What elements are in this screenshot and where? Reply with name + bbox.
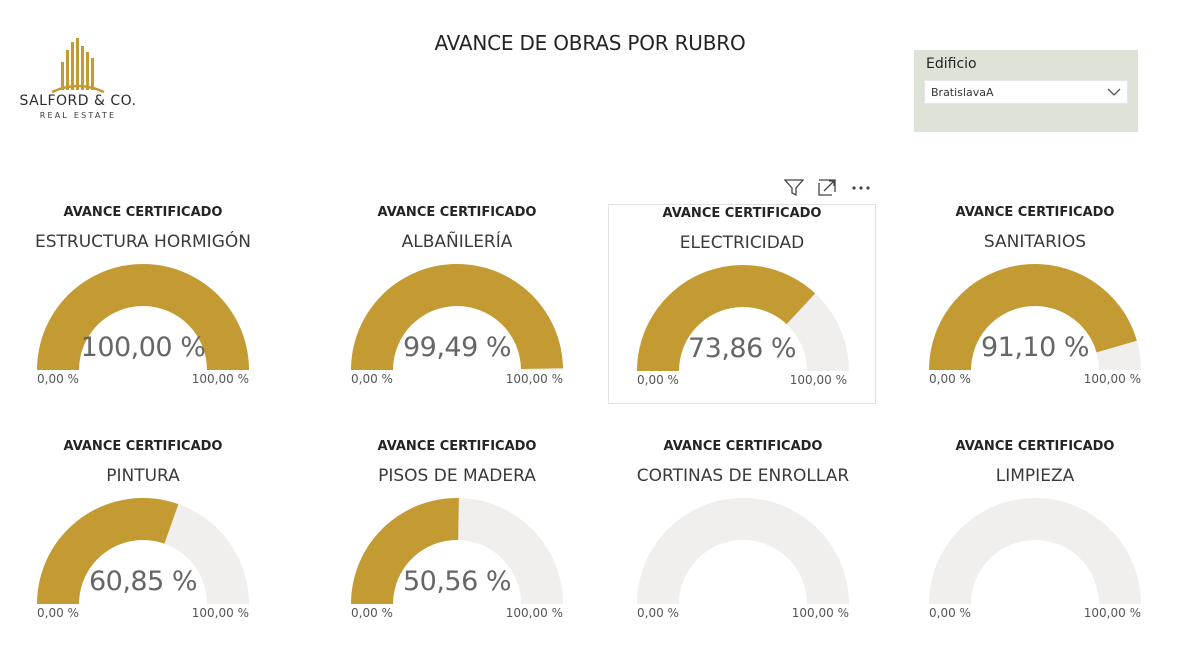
buildings-logo-icon bbox=[51, 38, 105, 94]
gauge-card[interactable]: AVANCE CERTIFICADO PINTURA 60,85 % 0,00 % 10… bbox=[9, 432, 277, 632]
gauge-fill bbox=[351, 498, 459, 604]
gauge-chart bbox=[351, 264, 563, 370]
gauge-track bbox=[637, 498, 849, 604]
gauge-fill bbox=[351, 264, 563, 370]
gauge-header: AVANCE CERTIFICADO bbox=[955, 205, 1115, 220]
gauge-chart bbox=[37, 264, 249, 370]
gauge-card[interactable]: AVANCE CERTIFICADO ELECTRICIDAD 73,86 % 0,0… bbox=[608, 204, 876, 404]
gauge-min-label: 0,00 % bbox=[37, 372, 79, 386]
gauge-title: ELECTRICIDAD bbox=[679, 233, 805, 253]
gauge-header: AVANCE CERTIFICADO bbox=[663, 439, 823, 454]
gauge-title: PINTURA bbox=[106, 466, 180, 486]
gauge-min-label: 0,00 % bbox=[637, 373, 679, 387]
gauge-max-label: 100,00 % bbox=[505, 606, 563, 620]
gauge-title: CORTINAS DE ENROLLAR bbox=[636, 466, 850, 486]
gauge-header: AVANCE CERTIFICADO bbox=[662, 206, 822, 221]
gauge-card[interactable]: AVANCE CERTIFICADO ALBAÑILERÍA 99,49 % 0,00… bbox=[323, 198, 591, 398]
gauge-value-label: 60,85 % bbox=[88, 566, 198, 597]
gauge-value-label: 91,10 % bbox=[980, 332, 1090, 363]
filter-icon bbox=[783, 179, 805, 197]
gauge-title: SANITARIOS bbox=[983, 232, 1087, 252]
gauge-fill bbox=[37, 498, 179, 604]
gauge-min-label: 0,00 % bbox=[37, 606, 79, 620]
gauge-track bbox=[929, 498, 1141, 604]
gauge-max-label: 100,00 % bbox=[791, 606, 849, 620]
gauge-chart bbox=[351, 498, 563, 604]
gauge-fill bbox=[37, 264, 249, 370]
gauge-title: PISOS DE MADERA bbox=[378, 466, 536, 486]
gauge-header: AVANCE CERTIFICADO bbox=[63, 205, 223, 220]
focus-mode-icon bbox=[818, 179, 836, 196]
gauge-card[interactable]: AVANCE CERTIFICADO SANITARIOS 91,10 % 0,00 … bbox=[901, 198, 1169, 398]
gauge-min-label: 0,00 % bbox=[351, 606, 393, 620]
gauge-card[interactable]: AVANCE CERTIFICADO PISOS DE MADERA 50,56 %… bbox=[323, 432, 591, 632]
more-options-button[interactable] bbox=[850, 178, 870, 198]
gauge-chart bbox=[37, 498, 249, 604]
gauge-min-label: 0,00 % bbox=[637, 606, 679, 620]
gauge-card[interactable]: AVANCE CERTIFICADO LIMPIEZA 0,00 % 100,00 % bbox=[901, 432, 1169, 632]
gauge-card[interactable]: AVANCE CERTIFICADO CORTINAS DE ENROLLAR 0,… bbox=[609, 432, 877, 632]
gauge-chart bbox=[929, 264, 1141, 370]
dropdown-selected-value: BratislavaA bbox=[931, 86, 994, 99]
focus-mode-button[interactable] bbox=[817, 178, 837, 198]
gauge-value-label: 100,00 % bbox=[80, 332, 206, 363]
company-logo: SALFORD & CO. REAL ESTATE bbox=[14, 36, 144, 126]
gauge-fill bbox=[929, 264, 1137, 370]
page-title: AVANCE DE OBRAS POR RUBRO bbox=[434, 31, 746, 55]
gauge-header: AVANCE CERTIFICADO bbox=[63, 439, 223, 454]
gauge-min-label: 0,00 % bbox=[351, 372, 393, 386]
gauge-chart bbox=[637, 498, 849, 604]
building-dropdown[interactable]: BratislavaA bbox=[924, 80, 1128, 104]
gauge-chart bbox=[929, 498, 1141, 604]
filter-button[interactable] bbox=[783, 178, 805, 198]
gauge-max-label: 100,00 % bbox=[1083, 606, 1141, 620]
gauge-card[interactable]: AVANCE CERTIFICADO ESTRUCTURA HORMIGÓN 100… bbox=[9, 198, 277, 398]
gauge-title: ALBAÑILERÍA bbox=[401, 232, 513, 252]
gauge-max-label: 100,00 % bbox=[1083, 372, 1141, 386]
gauge-chart bbox=[637, 265, 849, 371]
logo-name: SALFORD & CO. bbox=[19, 93, 137, 109]
gauge-fill bbox=[637, 265, 816, 371]
gauge-max-label: 100,00 % bbox=[505, 372, 563, 386]
gauge-title: ESTRUCTURA HORMIGÓN bbox=[35, 232, 251, 252]
gauge-max-label: 100,00 % bbox=[191, 606, 249, 620]
gauge-header: AVANCE CERTIFICADO bbox=[955, 439, 1115, 454]
gauge-value-label: 50,56 % bbox=[402, 566, 512, 597]
building-slicer: Edificio BratislavaA bbox=[914, 50, 1138, 132]
gauge-max-label: 100,00 % bbox=[191, 372, 249, 386]
gauge-title: LIMPIEZA bbox=[995, 466, 1075, 486]
slicer-title: Edificio bbox=[926, 56, 977, 72]
gauge-min-label: 0,00 % bbox=[929, 606, 971, 620]
gauge-value-label: 99,49 % bbox=[402, 332, 512, 363]
more-options-icon bbox=[852, 186, 870, 190]
chevron-down-icon bbox=[1107, 88, 1121, 96]
gauge-min-label: 0,00 % bbox=[929, 372, 971, 386]
gauge-header: AVANCE CERTIFICADO bbox=[377, 439, 537, 454]
gauge-value-label: 73,86 % bbox=[687, 333, 797, 364]
gauge-header: AVANCE CERTIFICADO bbox=[377, 205, 537, 220]
logo-subtitle: REAL ESTATE bbox=[39, 111, 117, 120]
gauge-max-label: 100,00 % bbox=[789, 373, 847, 387]
visual-header-toolbar bbox=[783, 178, 874, 198]
